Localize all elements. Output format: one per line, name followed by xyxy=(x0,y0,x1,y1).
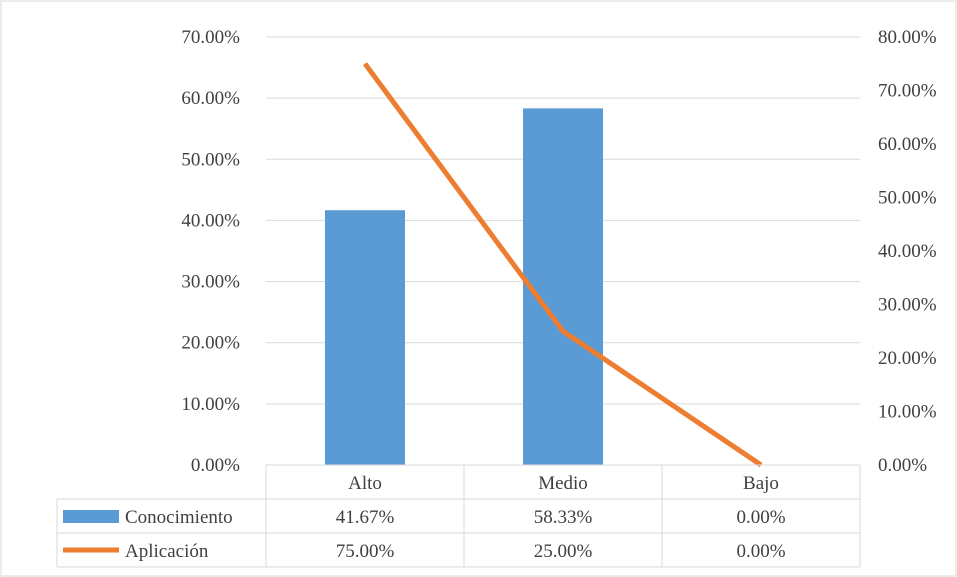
line-point-alto xyxy=(364,63,366,65)
left-axis: 0.00% 10.00% 20.00% 30.00% 40.00% 50.00% 60.00… xyxy=(181,27,240,476)
right-axis: 0.00% 10.00% 20.00% 30.00% 40.00% 50.00% 60.00… xyxy=(878,27,937,476)
line-point-medio xyxy=(562,330,564,332)
right-tick-label: 70.00% xyxy=(878,81,937,102)
bar-medio xyxy=(523,108,603,466)
left-tick-label: 10.00% xyxy=(181,394,240,415)
right-tick-label: 30.00% xyxy=(878,295,937,316)
right-tick-label: 20.00% xyxy=(878,348,937,369)
left-tick-label: 60.00% xyxy=(181,88,240,109)
right-tick-label: 10.00% xyxy=(878,402,937,423)
table-cell-value: 41.67% xyxy=(336,507,395,528)
left-tick-label: 0.00% xyxy=(191,455,240,476)
table-cell-value: 0.00% xyxy=(736,507,785,528)
left-tick-label: 40.00% xyxy=(181,210,240,231)
right-tick-label: 80.00% xyxy=(878,27,937,48)
right-tick-label: 40.00% xyxy=(878,241,937,262)
bar-alto xyxy=(325,210,405,465)
left-tick-label: 20.00% xyxy=(181,333,240,354)
table-cell-value: 75.00% xyxy=(336,541,395,562)
table-cell-value: 0.00% xyxy=(736,541,785,562)
category-label: Bajo xyxy=(743,473,779,494)
right-tick-label: 50.00% xyxy=(878,188,937,209)
bar-series xyxy=(325,108,603,466)
category-label: Medio xyxy=(538,473,588,494)
legend-swatch-bar xyxy=(63,510,119,523)
legend-label: Aplicación xyxy=(125,541,209,562)
left-tick-label: 50.00% xyxy=(181,149,240,170)
left-tick-label: 30.00% xyxy=(181,272,240,293)
table-cell-value: 58.33% xyxy=(534,507,593,528)
table-cell-value: 25.00% xyxy=(534,541,593,562)
right-tick-label: 0.00% xyxy=(878,455,927,476)
category-label: Alto xyxy=(348,473,382,494)
legend-label: Conocimiento xyxy=(125,507,233,528)
data-table: Alto Medio Bajo Conocimiento 41.67% 58.33% 0.0… xyxy=(56,464,861,568)
left-tick-label: 70.00% xyxy=(181,27,240,48)
right-tick-label: 60.00% xyxy=(878,134,937,155)
